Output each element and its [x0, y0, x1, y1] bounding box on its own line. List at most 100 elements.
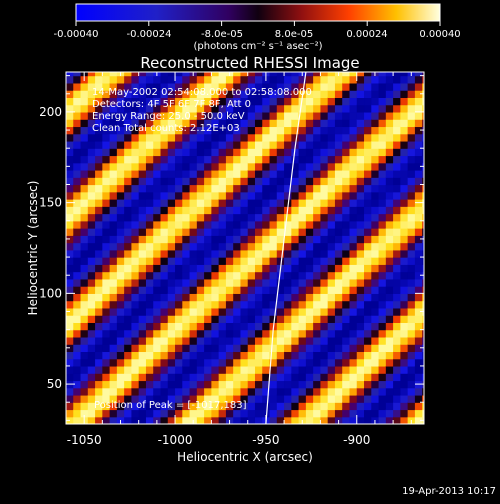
heatmap-pixel [422, 228, 424, 236]
heatmap-pixel [95, 329, 103, 338]
heatmap-pixel [138, 140, 147, 149]
heatmap-pixel [124, 307, 133, 316]
heatmap-pixel [342, 97, 351, 106]
heatmap-pixel [80, 293, 89, 302]
heatmap-pixel [247, 358, 256, 367]
heatmap-pixel [182, 206, 191, 215]
heatmap-pixel [153, 380, 162, 389]
heatmap-pixel [291, 402, 300, 411]
heatmap-pixel [298, 394, 307, 403]
heatmap-pixel [73, 242, 82, 251]
heatmap-pixel [422, 322, 424, 331]
heatmap-pixel [313, 235, 322, 244]
heatmap-pixel [342, 257, 351, 265]
heatmap-pixel [393, 155, 401, 164]
heatmap-pixel [160, 148, 169, 157]
heatmap-pixel [284, 72, 292, 77]
heatmap-pixel [349, 336, 358, 345]
heatmap-pixel [160, 72, 169, 77]
heatmap-pixel [342, 249, 351, 258]
heatmap-pixel [291, 162, 300, 171]
heatmap-pixel [305, 322, 314, 331]
heatmap-pixel [284, 140, 292, 149]
heatmap-pixel [153, 177, 162, 186]
heatmap-pixel [385, 213, 394, 222]
heatmap-pixel [305, 104, 314, 113]
heatmap-pixel [378, 97, 387, 106]
heatmap-pixel [211, 380, 220, 389]
heatmap-pixel [80, 336, 89, 345]
heatmap-pixel [298, 148, 307, 157]
heatmap-pixel [131, 82, 140, 91]
heatmap-pixel [211, 206, 220, 215]
heatmap-pixel [298, 300, 307, 309]
heatmap-pixel [378, 358, 387, 367]
heatmap-pixel [400, 278, 409, 287]
heatmap-pixel [153, 315, 162, 323]
heatmap-pixel [225, 300, 234, 309]
heatmap-pixel [131, 416, 140, 424]
heatmap-pixel [160, 104, 169, 113]
heatmap-pixel [153, 148, 162, 157]
heatmap-pixel [334, 155, 343, 164]
heatmap-pixel [95, 409, 103, 418]
heatmap-pixel [204, 373, 212, 382]
heatmap-pixel [109, 264, 118, 273]
heatmap-pixel [385, 162, 394, 171]
heatmap-pixel [291, 286, 300, 294]
heatmap-pixel [73, 286, 82, 294]
heatmap-pixel [276, 380, 285, 389]
heatmap-pixel [175, 271, 183, 280]
heatmap-pixel [204, 111, 212, 120]
heatmap-pixel [102, 278, 111, 287]
heatmap-pixel [334, 322, 343, 331]
heatmap-pixel [204, 336, 212, 345]
heatmap-pixel [305, 278, 314, 287]
heatmap-pixel [124, 220, 133, 229]
heatmap-pixel [138, 329, 147, 338]
heatmap-pixel [218, 394, 227, 403]
heatmap-pixel [291, 416, 300, 424]
heatmap-pixel [349, 133, 358, 142]
heatmap-pixel [145, 380, 154, 389]
heatmap-pixel [356, 177, 365, 186]
heatmap-pixel [247, 119, 256, 128]
heatmap-pixel [407, 213, 416, 222]
heatmap-pixel [225, 82, 234, 91]
heatmap-pixel [414, 373, 423, 382]
heatmap-pixel [196, 184, 205, 193]
heatmap-pixel [160, 75, 169, 84]
heatmap-pixel [87, 271, 96, 280]
heatmap-pixel [102, 82, 111, 91]
heatmap-pixel [364, 329, 372, 338]
heatmap-pixel [225, 133, 234, 142]
heatmap-pixel [385, 75, 394, 84]
heatmap-pixel [124, 394, 133, 403]
heatmap-pixel [400, 82, 409, 91]
heatmap-pixel [189, 75, 198, 84]
heatmap-pixel [327, 199, 336, 207]
heatmap-pixel [291, 169, 300, 178]
heatmap-pixel [204, 416, 212, 424]
heatmap-pixel [327, 409, 336, 418]
heatmap-pixel [400, 97, 409, 106]
heatmap-pixel [102, 373, 111, 382]
heatmap-pixel [167, 278, 176, 287]
heatmap-pixel [138, 300, 147, 309]
heatmap-pixel [116, 97, 125, 106]
heatmap-pixel [414, 140, 423, 149]
heatmap-pixel [320, 344, 329, 353]
heatmap-pixel [211, 307, 220, 316]
heatmap-pixel [364, 82, 372, 91]
heatmap-pixel [66, 228, 74, 236]
heatmap-pixel [313, 249, 322, 258]
heatmap-pixel [233, 315, 242, 323]
heatmap-pixel [102, 191, 111, 200]
heatmap-pixel [196, 409, 205, 418]
heatmap-pixel [138, 344, 147, 353]
heatmap-pixel [305, 344, 314, 353]
heatmap-pixel [189, 228, 198, 236]
heatmap-pixel [196, 111, 205, 120]
heatmap-pixel [102, 307, 111, 316]
heatmap-pixel [102, 344, 111, 353]
